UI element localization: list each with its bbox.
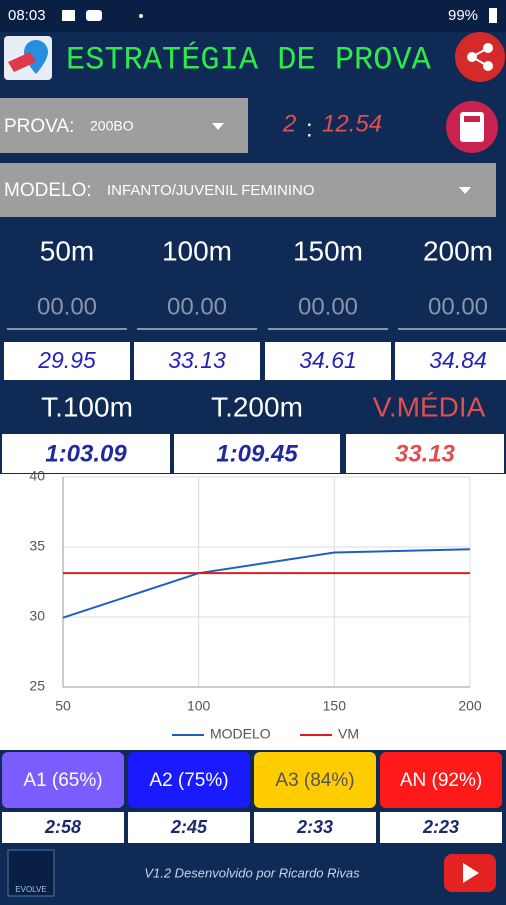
level-time: 2:33 — [296, 817, 333, 837]
footer-logo-text: EVOLVE — [15, 885, 46, 894]
x-tick-label: 150 — [323, 698, 347, 714]
prova-value: 200BO — [90, 118, 134, 134]
total-value: 1:03.09 — [45, 440, 127, 467]
split-input[interactable]: 00.00 — [298, 293, 358, 320]
x-tick-label: 200 — [458, 698, 482, 714]
split-box — [134, 342, 260, 380]
level-time-box — [380, 812, 502, 843]
y-tick-label: 30 — [29, 608, 45, 624]
status-icon — [139, 14, 143, 18]
level-time-box — [254, 812, 376, 843]
dropdown-arrow — [212, 123, 224, 130]
total-header: T.200m — [211, 391, 303, 422]
level-button-label: AN (92%) — [400, 770, 482, 791]
split-box — [4, 342, 130, 380]
split-model: 33.13 — [168, 347, 226, 373]
status-battery: 99% — [448, 7, 478, 24]
target-minutes: 2 — [282, 110, 296, 137]
legend-label: MODELO — [210, 726, 271, 742]
status-icon — [62, 10, 75, 21]
level-button[interactable] — [380, 752, 502, 808]
split-header: 150m — [293, 235, 363, 266]
split-box — [265, 342, 391, 380]
split-model: 29.95 — [37, 347, 96, 373]
split-model: 34.84 — [429, 347, 487, 373]
x-tick-label: 50 — [55, 698, 71, 714]
target-seconds[interactable]: 12.54 — [322, 110, 382, 137]
share-icon — [467, 43, 493, 71]
chart-area — [0, 474, 506, 750]
level-time: 2:58 — [44, 817, 81, 837]
app-title: ESTRATÉGIA DE PROVA — [66, 41, 432, 78]
modelo-label: MODELO: — [4, 180, 92, 201]
share-button[interactable] — [455, 32, 505, 82]
total-header: T.100m — [41, 391, 133, 422]
level-button[interactable] — [128, 752, 250, 808]
level-time: 2:23 — [422, 817, 459, 837]
prova-dropdown[interactable] — [0, 98, 248, 153]
split-header: 100m — [162, 235, 232, 266]
logo-pin — [24, 40, 48, 74]
y-tick-label: 25 — [29, 678, 45, 694]
x-tick-label: 100 — [187, 698, 211, 714]
split-model: 34.61 — [299, 347, 357, 373]
calculator-icon — [464, 116, 480, 122]
level-button-label: A1 (65%) — [23, 770, 102, 791]
split-box — [395, 342, 506, 380]
total-value: 33.13 — [395, 440, 456, 467]
logo-pencil — [8, 52, 36, 72]
split-input[interactable]: 00.00 — [37, 293, 97, 320]
battery-icon — [489, 8, 497, 23]
level-time-box — [2, 812, 124, 843]
level-button[interactable] — [254, 752, 376, 808]
level-button[interactable] — [2, 752, 124, 808]
status-time: 08:03 — [8, 7, 46, 24]
level-time-box — [128, 812, 250, 843]
status-icon — [86, 10, 102, 21]
split-input[interactable]: 00.00 — [428, 293, 488, 320]
level-button-label: A3 (84%) — [275, 770, 354, 791]
level-button-label: A2 (75%) — [149, 770, 228, 791]
y-tick-label: 40 — [29, 468, 45, 484]
target-separator: : — [306, 115, 313, 142]
total-value: 1:09.45 — [216, 440, 298, 467]
total-box — [2, 434, 170, 473]
total-box — [346, 434, 504, 473]
total-header: V.MÉDIA — [373, 391, 486, 422]
footer-logo — [7, 849, 55, 897]
series-line — [62, 548, 471, 619]
dropdown-arrow — [459, 187, 471, 194]
legend-label: VM — [338, 726, 359, 742]
footer-text: V1.2 Desenvolvido por Ricardo Rivas — [144, 865, 360, 880]
modelo-dropdown[interactable] — [0, 163, 496, 217]
status-bar — [0, 0, 506, 32]
split-header: 50m — [40, 235, 94, 266]
total-box — [174, 434, 340, 473]
level-time: 2:45 — [170, 817, 208, 837]
split-input[interactable]: 00.00 — [167, 293, 227, 320]
split-header: 200m — [423, 235, 493, 266]
youtube-icon — [463, 863, 479, 883]
prova-label: PROVA: — [4, 116, 74, 137]
y-tick-label: 35 — [29, 538, 45, 554]
modelo-value: INFANTO/JUVENIL FEMININO — [107, 182, 315, 199]
